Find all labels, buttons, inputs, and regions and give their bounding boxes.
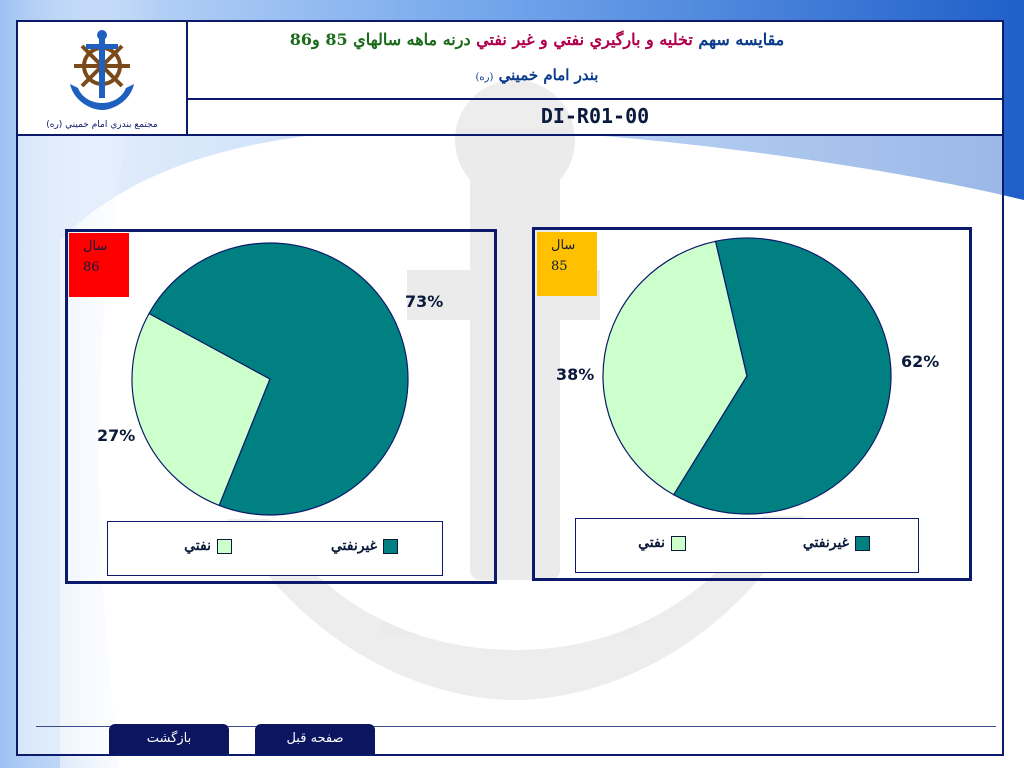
badge-label: سال [83,239,108,254]
year-badge-85: سال 85 [537,232,597,296]
legend-item-oil: نفتي [184,538,232,554]
year-badge-86: سال 86 [69,233,129,297]
legend-label-non-oil: غيرنفتي [330,538,377,554]
slide-frame [16,20,1004,756]
subtitle-small: (ره) [475,72,494,83]
logo-caption: مجتمع بندري امام خميني (ره) [46,120,158,130]
header-divider-vertical [186,22,188,136]
logo: مجتمع بندري امام خميني (ره) [24,26,180,132]
legend-swatch-oil [671,535,686,551]
title-part-2: تخليه و بارگيري نفتي و غير نفتي [476,30,693,49]
pie-slice-oil [602,240,748,496]
legend-swatch-non-oil [855,535,870,551]
legend-item-oil: نفتي [638,535,686,551]
legend-item-non-oil: غيرنفتي [803,535,870,551]
legend-86: غيرنفتي نفتي [107,521,443,576]
anchor-logo-icon [70,30,134,110]
footer-line [36,726,996,727]
back-button[interactable]: بازگشت [109,724,229,754]
previous-page-button[interactable]: صفحه قبل [255,724,375,754]
slice-label-non-oil-86: 73% [405,292,444,311]
header-divider-bottom [18,134,1002,136]
badge-year: 86 [83,260,100,275]
pie-slice-oil [131,312,271,507]
legend-swatch-non-oil [383,538,398,554]
legend-item-non-oil: غيرنفتي [331,538,398,554]
chart-panel-85 [532,227,972,581]
legend-label-oil: نفتي [184,538,211,554]
header-divider-middle [188,98,1002,100]
legend-label-non-oil: غيرنفتي [802,535,849,551]
pie-slice-non-oil [148,242,409,516]
legend-swatch-oil [217,538,232,554]
chart-panel-86 [65,229,497,584]
slice-label-oil-86: 27% [97,426,136,445]
badge-year: 85 [551,259,568,274]
pie-chart-86 [131,242,409,516]
badge-label: سال [551,238,576,253]
pie-chart-85 [602,237,892,515]
page-title: مقايسه سهم تخليه و بارگيري نفتي و غير نف… [200,30,874,49]
subtitle-text: بندر امام خميني [498,66,599,84]
slice-label-oil-85: 38% [556,365,595,384]
legend-label-oil: نفتي [638,535,665,551]
title-part-1: مقايسه سهم [698,30,785,49]
document-code: DI-R01-00 [540,104,650,128]
page-subtitle: بندر امام خميني (ره) [200,66,874,84]
slice-label-non-oil-85: 62% [901,352,940,371]
legend-85: غيرنفتي نفتي [575,518,919,573]
title-part-3: درنه ماهه سالهاي 85 و86 [289,30,471,49]
pie-slice-non-oil [672,237,892,515]
